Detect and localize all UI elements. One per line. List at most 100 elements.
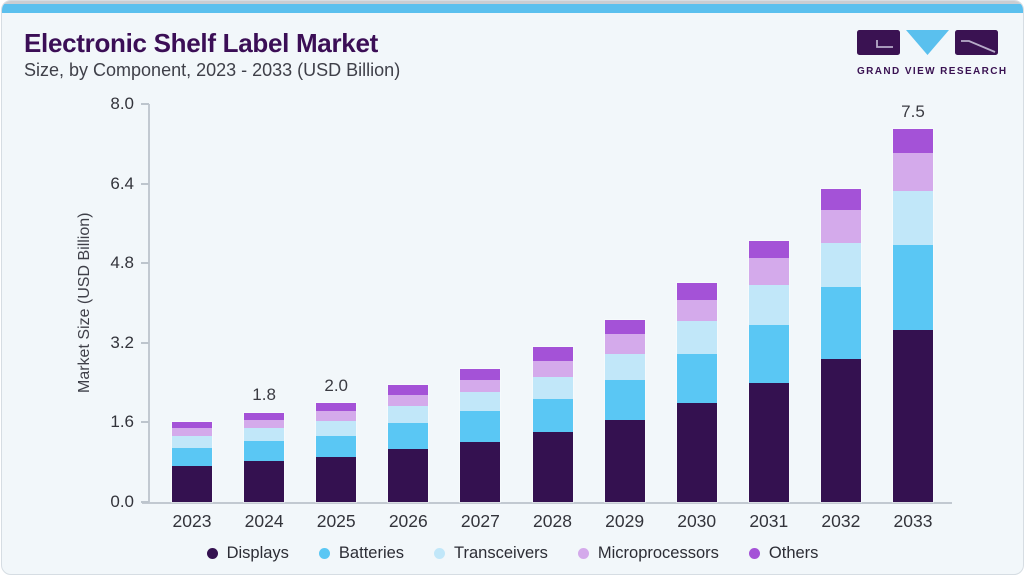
legend-dot-icon (318, 548, 330, 559)
stacked-bar-2028 (532, 346, 573, 502)
stacked-bar-2023 (172, 422, 212, 502)
x-tick-label: 2032 (821, 511, 861, 531)
legend-label: Batteries (338, 544, 405, 562)
bar-segment-batteries (316, 435, 357, 458)
bar-segment-displays (316, 457, 357, 502)
legend-dot-icon (577, 548, 589, 559)
bar-segment-transceivers (893, 191, 933, 246)
bar-segment-microprocessors (388, 394, 429, 406)
y-tick-label: 3.2 (110, 332, 134, 352)
bar-segment-transceivers (820, 242, 861, 288)
bar-segment-microprocessors (820, 209, 861, 243)
bar-segment-others (244, 412, 285, 420)
legend-item-transceivers: Transceivers (434, 544, 548, 563)
bar-segment-others (172, 422, 212, 429)
bar-segment-batteries (893, 245, 933, 331)
bar-segment-displays (460, 442, 501, 502)
stacked-bar-2030 (676, 283, 717, 502)
bar-segment-displays (172, 466, 212, 502)
gvr-logo-mark (857, 30, 998, 55)
bar-segment-microprocessors (532, 361, 573, 377)
x-tick-label: 2024 (244, 511, 284, 531)
legend-label: Transceivers (454, 544, 548, 562)
bar-segment-batteries (172, 448, 212, 467)
bar-segment-batteries (820, 287, 861, 359)
bar-segment-others (316, 402, 357, 411)
bar-segment-microprocessors (460, 379, 501, 393)
stacked-bar-2029 (604, 319, 645, 502)
stacked-bar-2024 (244, 412, 285, 502)
x-tick-label: 2023 (172, 511, 212, 531)
bar-segment-transceivers (676, 320, 717, 354)
bar-segment-transceivers (532, 376, 573, 399)
stacked-bar-2025 (316, 402, 357, 502)
top-edge-strip (2, 1, 1023, 4)
bar-value-label: 1.8 (252, 385, 276, 405)
bar-segment-microprocessors (748, 257, 789, 285)
bar-segment-others (388, 385, 429, 395)
legend-item-microprocessors: Microprocessors (577, 544, 719, 563)
y-tick-label: 0.0 (110, 492, 134, 511)
x-tick-label: 2030 (677, 511, 717, 531)
bar-segment-others (532, 346, 573, 362)
bar-value-label: 2.0 (324, 375, 348, 395)
x-tick-label: 2025 (316, 511, 356, 531)
bar-segment-batteries (244, 441, 285, 462)
bar-segment-microprocessors (604, 334, 645, 354)
bar-segment-transceivers (244, 428, 285, 442)
stacked-bar-2031 (748, 240, 789, 502)
stacked-bar-2026 (388, 385, 429, 502)
gvr-logo: GRAND VIEW RESEARCH (857, 30, 1008, 77)
bar-segment-transceivers (388, 405, 429, 424)
chart-legend: Displays Batteries Transceivers Microproces… (2, 544, 1023, 563)
bar-segment-displays (676, 402, 717, 502)
page-subtitle: Size, by Component, 2023 - 2033 (USD Bil… (24, 60, 401, 80)
bar-segment-transceivers (604, 353, 645, 381)
legend-dot-icon (748, 548, 760, 559)
bar-segment-displays (388, 449, 429, 502)
stacked-bar-2032 (820, 188, 861, 502)
x-tick-label: 2031 (749, 511, 789, 531)
legend-label: Others (768, 544, 819, 562)
legend-label: Displays (226, 544, 289, 562)
bar-segment-displays (893, 330, 933, 502)
gvr-logo-text: GRAND VIEW RESEARCH (857, 66, 1008, 77)
stacked-bar-2033 (893, 128, 933, 502)
x-tick-label: 2027 (460, 511, 500, 531)
bar-segment-batteries (604, 380, 645, 420)
bar-segment-transceivers (172, 436, 212, 449)
bar-value-label: 7.5 (901, 101, 925, 121)
bar-segment-transceivers (316, 421, 357, 436)
y-tick (141, 421, 149, 424)
y-tick (141, 341, 149, 344)
y-tick (141, 182, 149, 185)
bar-segment-displays (820, 358, 861, 502)
bar-segment-displays (748, 382, 789, 502)
x-tick-label: 2029 (605, 511, 645, 531)
y-tick-label: 4.8 (110, 253, 134, 273)
bar-segment-microprocessors (893, 152, 933, 192)
stacked-bar-2027 (460, 368, 501, 502)
bar-segment-transceivers (748, 284, 789, 325)
top-accent-bar (2, 4, 1023, 13)
bar-segment-others (820, 188, 861, 210)
bar-segment-batteries (460, 411, 501, 443)
bar-segment-transceivers (460, 392, 501, 412)
legend-item-displays: Displays (206, 544, 289, 563)
bar-segment-others (748, 240, 789, 258)
bar-segment-others (604, 319, 645, 335)
bar-segment-microprocessors (244, 419, 285, 429)
legend-dot-icon (434, 548, 446, 559)
bar-segment-microprocessors (316, 410, 357, 422)
bar-segment-batteries (748, 324, 789, 383)
legend-dot-icon (206, 548, 218, 559)
bar-segment-microprocessors (172, 428, 212, 437)
bar-segment-batteries (388, 423, 429, 450)
x-tick-label: 2028 (533, 511, 572, 531)
bar-segment-batteries (676, 353, 717, 403)
bar-segment-others (460, 368, 501, 380)
y-tick (141, 501, 149, 503)
y-axis-title: Market Size (USD Billion) (76, 212, 93, 394)
